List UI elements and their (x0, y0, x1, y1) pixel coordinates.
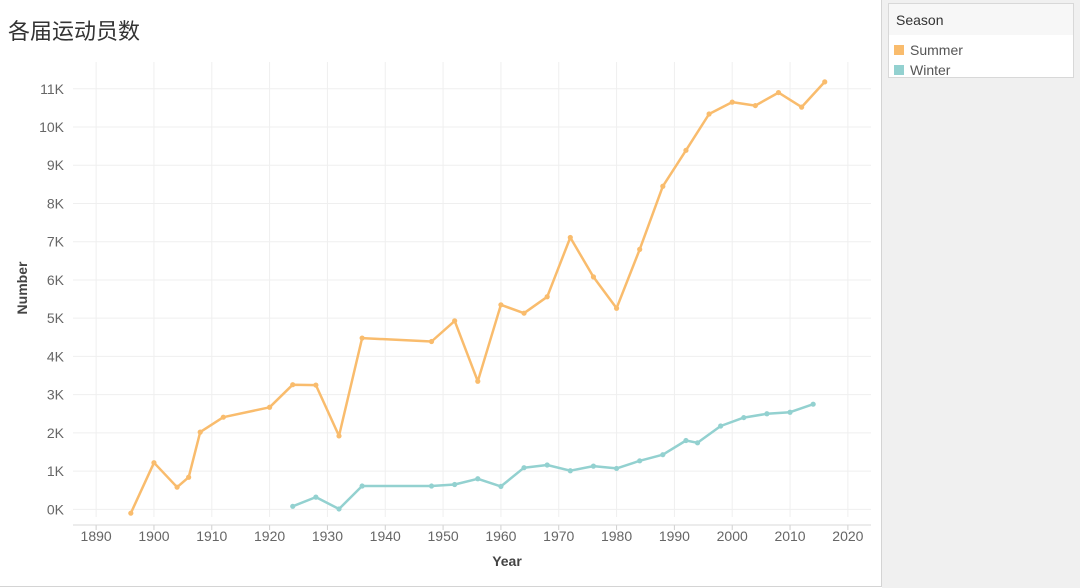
data-point-summer (128, 510, 134, 516)
data-point-summer (174, 484, 180, 490)
data-point-winter (764, 411, 770, 417)
data-point-winter (544, 462, 550, 468)
y-tick-label: 1K (47, 463, 65, 479)
y-tick-label: 9K (47, 157, 65, 173)
x-tick-label: 1950 (428, 528, 459, 544)
data-point-summer (428, 338, 435, 345)
line-chart: 1890 1900 1910 1920 1930 1940 1950 1960 1970 1980… (14, 62, 871, 569)
series-line-summer (129, 80, 826, 515)
data-point-winter (683, 437, 689, 444)
sidebar: Season Summer Winter (882, 0, 1080, 588)
legend-header (889, 4, 1073, 35)
data-point-winter (567, 468, 573, 474)
data-point-winter (810, 401, 816, 407)
data-point-summer (706, 111, 712, 117)
data-point-summer (313, 382, 319, 388)
y-tick-label: 6K (47, 272, 65, 288)
series-line-winter (291, 402, 815, 511)
data-point-summer (775, 89, 782, 96)
data-point-winter (521, 465, 527, 471)
x-tick-label: 1940 (370, 528, 401, 544)
y-tick-label: 2K (47, 425, 65, 441)
chart-panel: 各届运动员数 1890 1900 1910 1920 1930 1940 1950 1960 1… (0, 0, 882, 587)
data-point-summer (683, 147, 689, 153)
data-point-winter (428, 483, 435, 489)
x-tick-label: 1980 (601, 528, 632, 544)
data-point-summer (567, 234, 573, 241)
legend-label-summer: Summer (910, 42, 963, 58)
data-point-summer (613, 305, 620, 311)
data-point-winter (336, 506, 342, 512)
data-point-winter (452, 481, 458, 488)
data-point-summer (521, 310, 527, 316)
y-tick-label: 5K (47, 310, 65, 326)
x-axis-label: Year (492, 553, 522, 569)
y-tick-label: 0K (47, 501, 65, 517)
data-point-summer (220, 414, 226, 420)
legend-swatch-winter (894, 65, 904, 75)
data-point-summer (151, 460, 157, 466)
x-tick-label: 2000 (717, 528, 748, 544)
chart-title: 各届运动员数 (8, 20, 141, 45)
y-tick-label: 7K (47, 234, 65, 250)
data-point-winter (613, 465, 620, 472)
data-point-summer (660, 183, 666, 189)
legend-item-winter[interactable]: Winter (894, 61, 950, 79)
data-point-summer (290, 382, 296, 388)
x-tick-label: 1930 (312, 528, 343, 544)
data-point-winter (313, 494, 319, 500)
data-point-summer (359, 335, 365, 341)
data-point-winter (590, 463, 597, 469)
data-point-summer (729, 99, 735, 105)
data-point-winter (741, 414, 747, 421)
legend[interactable]: Season Summer Winter (888, 3, 1074, 78)
data-point-winter (718, 423, 724, 429)
data-point-summer (752, 102, 758, 109)
x-tick-label: 1920 (254, 528, 285, 544)
data-point-summer (590, 274, 597, 280)
legend-title: Season (896, 12, 944, 28)
x-tick-label: 1990 (659, 528, 690, 544)
y-tick-label: 4K (47, 348, 65, 364)
data-point-winter (290, 503, 296, 509)
y-tick-label: 3K (47, 387, 65, 403)
x-tick-label: 1890 (81, 528, 112, 544)
legend-label-winter: Winter (910, 62, 951, 78)
data-point-summer (452, 318, 458, 324)
data-point-summer (267, 404, 273, 410)
data-point-summer (498, 302, 504, 308)
data-point-winter (475, 476, 481, 482)
legend-item-summer[interactable]: Summer (894, 41, 963, 59)
x-tick-label: 1960 (485, 528, 516, 544)
x-tick-label: 2010 (774, 528, 805, 544)
data-point-winter (637, 458, 643, 464)
data-point-summer (637, 246, 643, 252)
y-tick-label: 10K (39, 119, 65, 135)
x-tick-label: 1910 (196, 528, 227, 544)
y-tick-label: 8K (47, 195, 65, 211)
x-tick-label: 2020 (832, 528, 863, 544)
data-point-winter (694, 440, 701, 446)
data-point-summer (544, 294, 550, 300)
data-point-winter (498, 483, 504, 490)
data-point-summer (336, 433, 342, 439)
data-point-summer (475, 378, 481, 384)
data-point-winter (660, 452, 666, 458)
legend-swatch-summer (894, 45, 904, 55)
data-point-winter (787, 409, 793, 415)
y-tick-label: 11K (40, 81, 65, 97)
data-point-summer (799, 104, 805, 110)
data-point-summer (186, 474, 192, 480)
data-point-summer (197, 429, 203, 435)
y-axis-label: Number (14, 261, 30, 314)
data-point-winter (359, 483, 365, 489)
data-point-summer (822, 79, 828, 85)
x-tick-label: 1970 (543, 528, 574, 544)
x-tick-label: 1900 (138, 528, 169, 544)
